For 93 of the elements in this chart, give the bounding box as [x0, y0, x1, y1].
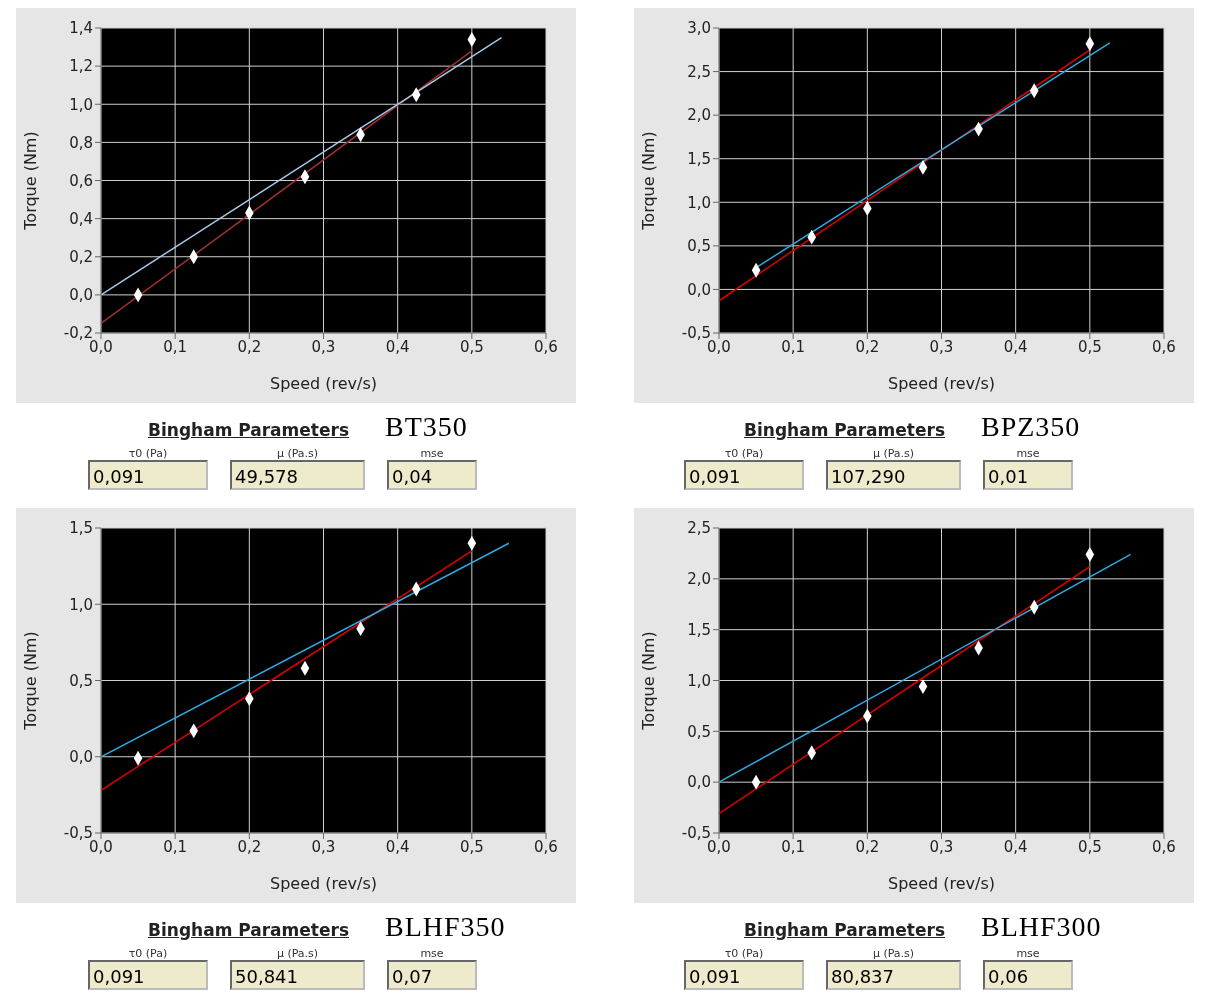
x-tick-label: 0,4: [1003, 837, 1028, 856]
y-tick-label: 0,8: [69, 133, 93, 152]
x-tick-label: 0,0: [707, 837, 731, 856]
x-tick-label: 0,1: [163, 337, 188, 356]
x-tick-label: 0,6: [1152, 837, 1176, 856]
x-tick-label: 0,3: [929, 337, 954, 356]
text: τ0 (Pa): [128, 447, 168, 460]
x-tick-label: 0,6: [1152, 337, 1176, 356]
text: 0,06: [983, 960, 1073, 990]
x-axis-title: Speed (rev/s): [888, 374, 995, 393]
y-tick-label: 1,2: [69, 57, 93, 76]
text: Bingham Parameters: [744, 420, 945, 440]
x-tick-label: 0,1: [163, 837, 188, 856]
x-axis-title: Speed (rev/s): [888, 874, 995, 893]
text: 0,091: [88, 460, 208, 490]
text: µ (Pa.s): [276, 447, 319, 460]
text: BLHF350: [385, 911, 506, 943]
x-tick-label: 0,5: [1077, 337, 1102, 356]
y-tick-label: 0,0: [687, 773, 711, 792]
x-tick-label: 0,1: [781, 837, 806, 856]
y-tick-label: 2,5: [687, 62, 711, 81]
text: Bingham Parameters: [148, 920, 349, 940]
x-tick-label: 0,5: [1077, 837, 1102, 856]
text: 0,091: [684, 960, 804, 990]
y-tick-label: 0,5: [687, 237, 711, 256]
x-tick-label: 0,5: [459, 337, 484, 356]
x-tick-label: 0,1: [781, 337, 806, 356]
y-tick-label: 2,0: [687, 106, 711, 125]
x-tick-label: 0,0: [707, 337, 731, 356]
text: 107,290: [826, 460, 961, 490]
y-tick-label: 0,4: [69, 209, 93, 228]
x-tick-label: 0,3: [311, 337, 336, 356]
y-tick-label: 1,0: [687, 671, 711, 690]
text: 0,04: [387, 460, 477, 490]
text: τ0 (Pa): [724, 947, 764, 960]
y-axis-title: Torque (Nm): [638, 631, 658, 731]
text: Bingham Parameters: [744, 920, 945, 940]
x-tick-label: 0,6: [534, 337, 558, 356]
text: mse: [420, 447, 444, 460]
y-tick-label: 0,5: [687, 722, 711, 741]
x-tick-label: 0,4: [1003, 337, 1028, 356]
text: 50,841: [230, 960, 365, 990]
y-tick-label: 0,0: [69, 286, 93, 305]
text: µ (Pa.s): [872, 447, 915, 460]
x-tick-label: 0,2: [855, 337, 880, 356]
text: 80,837: [826, 960, 961, 990]
text: BLHF300: [981, 911, 1102, 943]
x-tick-label: 0,3: [929, 837, 954, 856]
x-axis-title: Speed (rev/s): [270, 874, 377, 893]
x-tick-label: 0,2: [237, 837, 262, 856]
text: µ (Pa.s): [276, 947, 319, 960]
x-axis-title: Speed (rev/s): [270, 374, 377, 393]
x-tick-label: 0,0: [89, 337, 113, 356]
text: mse: [1016, 947, 1040, 960]
x-tick-label: 0,5: [459, 837, 484, 856]
text: 0,091: [684, 460, 804, 490]
y-axis-title: Torque (Nm): [638, 131, 658, 231]
text: Bingham Parameters: [148, 420, 349, 440]
text: BPZ350: [981, 411, 1081, 443]
x-tick-label: 0,6: [534, 837, 558, 856]
text: 49,578: [230, 460, 365, 490]
y-tick-label: 1,0: [687, 193, 711, 212]
y-tick-label: 1,4: [69, 19, 93, 38]
y-tick-label: 1,5: [687, 150, 711, 169]
y-tick-label: 3,0: [687, 19, 711, 38]
text: τ0 (Pa): [724, 447, 764, 460]
text: µ (Pa.s): [872, 947, 915, 960]
x-tick-label: 0,2: [855, 837, 880, 856]
text: 0,07: [387, 960, 477, 990]
y-tick-label: 1,5: [69, 519, 93, 538]
text: mse: [1016, 447, 1040, 460]
y-tick-label: 1,0: [69, 95, 93, 114]
y-tick-label: 2,0: [687, 570, 711, 589]
y-axis-title: Torque (Nm): [20, 131, 40, 231]
y-tick-label: 0,6: [69, 171, 93, 190]
y-tick-label: 0,5: [69, 671, 93, 690]
text: mse: [420, 947, 444, 960]
x-tick-label: 0,4: [385, 837, 410, 856]
text: 0,01: [983, 460, 1073, 490]
y-tick-label: 0,2: [69, 248, 93, 267]
text: BT350: [385, 411, 468, 443]
x-tick-label: 0,4: [385, 337, 410, 356]
y-tick-label: 1,5: [687, 620, 711, 639]
x-tick-label: 0,0: [89, 837, 113, 856]
x-tick-label: 0,2: [237, 337, 262, 356]
y-tick-label: 1,0: [69, 595, 93, 614]
text: 0,091: [88, 960, 208, 990]
text: τ0 (Pa): [128, 947, 168, 960]
y-tick-label: 0,0: [687, 280, 711, 299]
y-tick-label: 2,5: [687, 519, 711, 538]
y-axis-title: Torque (Nm): [20, 631, 40, 731]
x-tick-label: 0,3: [311, 837, 336, 856]
y-tick-label: 0,0: [69, 748, 93, 767]
